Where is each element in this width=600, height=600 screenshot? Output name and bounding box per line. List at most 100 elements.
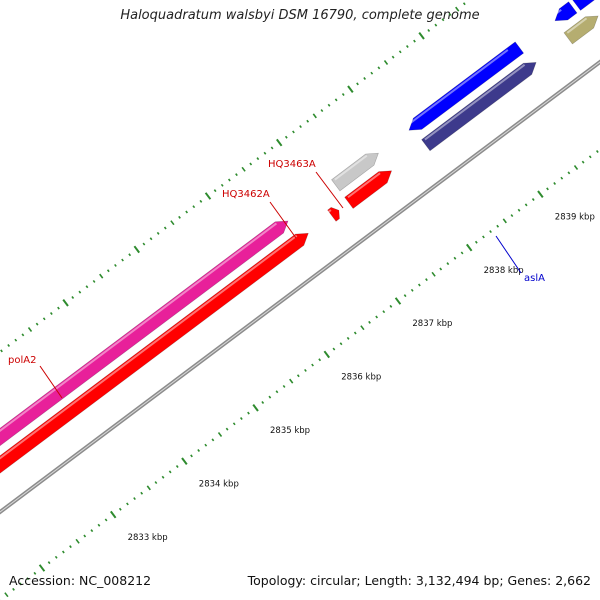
tick-mark bbox=[92, 279, 96, 283]
tick-mark bbox=[19, 582, 23, 586]
tick-mark bbox=[553, 182, 557, 186]
gene-arrow[interactable] bbox=[572, 0, 600, 11]
tick-mark bbox=[346, 336, 350, 340]
tick-mark bbox=[133, 497, 136, 501]
tick-mark bbox=[213, 189, 217, 193]
tick-mark bbox=[12, 587, 15, 591]
tick-mark bbox=[110, 510, 117, 519]
tick-mark bbox=[377, 66, 381, 70]
gene-arrow[interactable] bbox=[344, 170, 393, 209]
tick-mark bbox=[211, 438, 215, 442]
gene-arrow[interactable] bbox=[0, 232, 309, 514]
tick-mark bbox=[389, 304, 393, 308]
gene-label-hq3462a[interactable]: HQ3462A bbox=[222, 189, 270, 200]
tick-mark bbox=[199, 199, 203, 203]
gene-arrow-hq3463a[interactable] bbox=[331, 152, 379, 192]
leader-line bbox=[495, 235, 522, 274]
tick-mark bbox=[510, 214, 514, 218]
tick-mark bbox=[567, 171, 571, 175]
tick-mark bbox=[334, 98, 338, 102]
tick-mark bbox=[181, 457, 188, 465]
tick-mark bbox=[192, 205, 196, 209]
tick-mark bbox=[178, 215, 181, 219]
tick-mark bbox=[403, 294, 407, 298]
gene-arrow-pola2[interactable] bbox=[0, 220, 289, 496]
tick-mark bbox=[168, 470, 172, 474]
gene-label-hq3463a[interactable]: HQ3463A bbox=[268, 159, 316, 170]
tick-mark bbox=[47, 561, 51, 565]
tick-mark bbox=[465, 243, 473, 252]
tick-mark bbox=[33, 571, 37, 575]
tick-mark bbox=[370, 71, 374, 75]
gene-labels: polA2 HQ3463A HQ3462A aslA bbox=[8, 159, 545, 399]
gene-arrow[interactable] bbox=[554, 1, 578, 22]
gene-label-asla[interactable]: aslA bbox=[524, 273, 545, 284]
tick-mark bbox=[462, 2, 466, 6]
tick-mark bbox=[247, 411, 250, 415]
tick-label: 2835 kbp bbox=[270, 426, 310, 436]
tick-mark bbox=[417, 283, 421, 287]
tick-mark bbox=[35, 322, 39, 326]
topology-summary: Topology: circular; Length: 3,132,494 bp… bbox=[247, 573, 591, 588]
tick-mark bbox=[410, 288, 414, 292]
tick-mark bbox=[7, 344, 11, 347]
tick-mark bbox=[220, 183, 224, 187]
tick-mark bbox=[83, 534, 87, 538]
gene-label-pola2[interactable]: polA2 bbox=[8, 355, 36, 366]
leader-line bbox=[269, 201, 297, 239]
tick-mark bbox=[99, 273, 104, 279]
gene-arrow[interactable] bbox=[408, 41, 525, 131]
tick-mark bbox=[356, 82, 359, 86]
tick-mark bbox=[163, 226, 167, 230]
tick-mark bbox=[121, 258, 124, 262]
tick-mark bbox=[156, 231, 160, 235]
tick-mark bbox=[453, 256, 457, 260]
tick-mark bbox=[311, 363, 314, 367]
tick-mark bbox=[341, 93, 345, 97]
tick-mark bbox=[353, 331, 357, 335]
tick-mark bbox=[42, 317, 46, 321]
tick-mark bbox=[4, 592, 9, 598]
tick-mark bbox=[292, 130, 295, 134]
tick-mark bbox=[537, 190, 544, 198]
backbone-highlight bbox=[0, 61, 600, 513]
tick-mark bbox=[175, 465, 179, 469]
tick-mark bbox=[0, 349, 3, 353]
leader-line bbox=[39, 365, 63, 399]
tick-mark bbox=[204, 192, 212, 200]
tick-mark bbox=[104, 518, 108, 522]
tick-mark bbox=[332, 347, 336, 351]
tick-mark bbox=[204, 443, 208, 447]
tick-label: 2833 kbp bbox=[128, 533, 168, 543]
gene-highlight bbox=[553, 9, 562, 16]
gene-arrow[interactable] bbox=[563, 15, 599, 45]
tick-mark bbox=[394, 297, 402, 305]
gene-highlight bbox=[0, 222, 278, 432]
gene-highlight bbox=[407, 49, 509, 126]
tick-label: 2839 kbp bbox=[555, 212, 595, 222]
gene-arrow-asla[interactable] bbox=[421, 62, 537, 152]
map-title: Haloquadratum walsbyi DSM 16790, complet… bbox=[120, 8, 480, 23]
tick-mark bbox=[241, 166, 246, 172]
tick-mark bbox=[323, 350, 331, 359]
tick-mark bbox=[78, 290, 82, 294]
tick-mark bbox=[161, 475, 165, 479]
tick-mark bbox=[49, 312, 53, 315]
tick-mark bbox=[474, 240, 478, 244]
tick-mark bbox=[391, 55, 395, 59]
tick-mark bbox=[57, 306, 60, 310]
gene-arrow-hq3462a[interactable] bbox=[327, 207, 340, 222]
gene-highlight bbox=[334, 154, 368, 181]
tick-mark bbox=[61, 550, 65, 554]
tick-mark bbox=[128, 253, 132, 257]
tick-mark bbox=[496, 224, 500, 228]
tick-mark bbox=[282, 384, 286, 388]
tick-mark bbox=[299, 125, 302, 129]
tick-mark bbox=[289, 378, 294, 384]
tick-mark bbox=[327, 103, 331, 107]
tick-mark bbox=[312, 113, 317, 119]
tick-mark bbox=[448, 12, 452, 16]
tick-mark bbox=[190, 454, 193, 458]
